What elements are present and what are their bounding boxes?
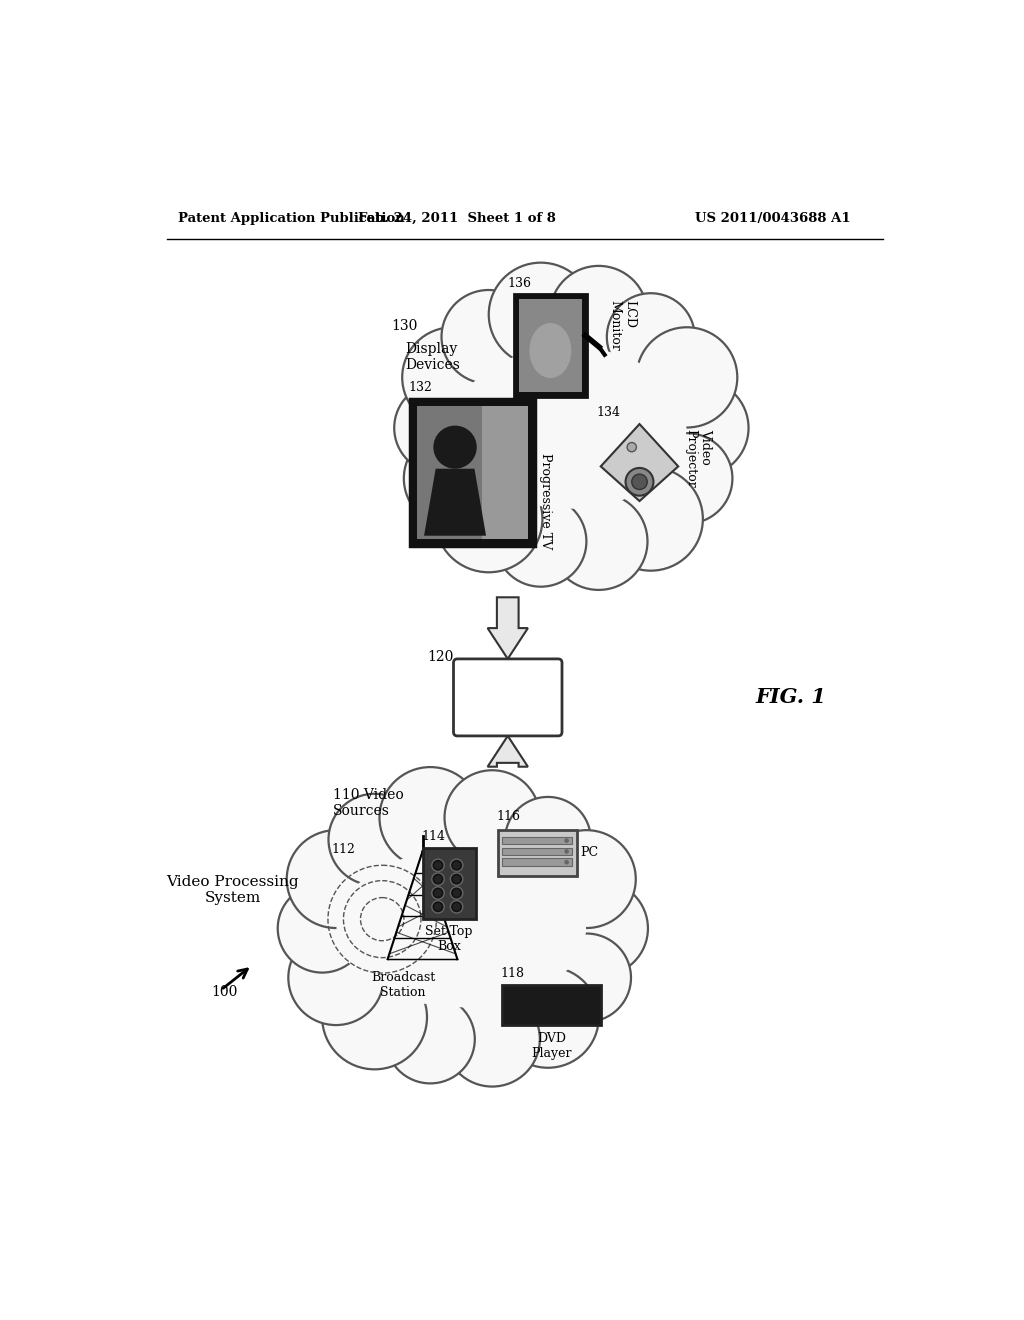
- FancyBboxPatch shape: [482, 405, 528, 539]
- Circle shape: [434, 862, 442, 869]
- Circle shape: [433, 425, 477, 469]
- Text: Feb. 24, 2011  Sheet 1 of 8: Feb. 24, 2011 Sheet 1 of 8: [358, 213, 556, 224]
- Circle shape: [451, 900, 463, 913]
- Text: 116: 116: [496, 810, 520, 824]
- Circle shape: [627, 442, 636, 451]
- Ellipse shape: [440, 339, 699, 517]
- Circle shape: [505, 797, 591, 882]
- Circle shape: [599, 467, 702, 570]
- Circle shape: [441, 290, 536, 384]
- Circle shape: [641, 433, 732, 524]
- Ellipse shape: [453, 347, 686, 508]
- FancyBboxPatch shape: [503, 847, 572, 855]
- Circle shape: [626, 469, 653, 496]
- Text: 132: 132: [409, 381, 432, 395]
- Circle shape: [402, 327, 503, 428]
- Circle shape: [564, 838, 569, 843]
- Ellipse shape: [324, 842, 599, 1015]
- FancyBboxPatch shape: [514, 294, 587, 397]
- Polygon shape: [487, 601, 528, 661]
- FancyBboxPatch shape: [454, 659, 562, 737]
- Ellipse shape: [337, 850, 586, 1007]
- Circle shape: [323, 965, 427, 1069]
- Text: 100: 100: [211, 985, 238, 999]
- Circle shape: [380, 767, 481, 869]
- Polygon shape: [487, 597, 528, 659]
- Circle shape: [651, 379, 749, 477]
- Circle shape: [432, 859, 444, 871]
- Polygon shape: [424, 469, 486, 536]
- Circle shape: [550, 492, 647, 590]
- FancyBboxPatch shape: [503, 985, 601, 1026]
- Circle shape: [488, 263, 593, 366]
- Circle shape: [607, 293, 694, 380]
- Circle shape: [550, 265, 647, 363]
- Text: DVD
Player: DVD Player: [531, 1032, 571, 1060]
- Polygon shape: [487, 737, 528, 767]
- Circle shape: [564, 859, 569, 865]
- Circle shape: [432, 887, 444, 899]
- Text: 112: 112: [332, 843, 355, 857]
- Circle shape: [444, 991, 540, 1086]
- Circle shape: [453, 903, 461, 911]
- Text: Video
Projector: Video Projector: [684, 429, 713, 488]
- Text: 134: 134: [597, 407, 621, 418]
- Circle shape: [403, 430, 502, 527]
- Circle shape: [453, 890, 461, 896]
- Circle shape: [434, 903, 442, 911]
- Circle shape: [451, 887, 463, 899]
- Circle shape: [278, 884, 367, 973]
- Circle shape: [496, 496, 587, 586]
- Text: Broadcast
Station: Broadcast Station: [371, 970, 435, 999]
- Circle shape: [394, 383, 485, 473]
- FancyBboxPatch shape: [503, 858, 572, 866]
- Polygon shape: [601, 424, 678, 502]
- FancyBboxPatch shape: [423, 849, 476, 919]
- Text: Display
Devices: Display Devices: [406, 342, 461, 372]
- Text: FIG. 1: FIG. 1: [756, 688, 826, 708]
- Text: 136: 136: [508, 277, 531, 289]
- FancyBboxPatch shape: [417, 405, 528, 539]
- Text: 118: 118: [500, 966, 524, 979]
- Text: Patent Application Publication: Patent Application Publication: [178, 213, 406, 224]
- Text: Video
Processor: Video Processor: [470, 682, 546, 713]
- Circle shape: [432, 873, 444, 886]
- Text: 114: 114: [421, 829, 445, 842]
- Text: Video Processing
System: Video Processing System: [166, 875, 299, 906]
- FancyBboxPatch shape: [518, 298, 583, 392]
- Text: 110 Video
Sources: 110 Video Sources: [333, 788, 403, 818]
- Circle shape: [497, 966, 599, 1068]
- Circle shape: [453, 875, 461, 883]
- Circle shape: [538, 830, 636, 928]
- Circle shape: [453, 862, 461, 869]
- FancyBboxPatch shape: [503, 837, 572, 845]
- Text: PC: PC: [580, 846, 598, 859]
- Circle shape: [636, 327, 737, 428]
- Circle shape: [329, 793, 421, 886]
- Text: US 2011/0043688 A1: US 2011/0043688 A1: [695, 213, 851, 224]
- Circle shape: [632, 474, 647, 490]
- Circle shape: [444, 771, 540, 865]
- Text: 120: 120: [427, 649, 454, 664]
- Ellipse shape: [529, 323, 571, 378]
- Circle shape: [434, 875, 442, 883]
- Circle shape: [432, 900, 444, 913]
- Circle shape: [287, 830, 385, 928]
- FancyBboxPatch shape: [410, 399, 535, 545]
- Circle shape: [434, 890, 442, 896]
- Circle shape: [289, 931, 384, 1026]
- Circle shape: [451, 859, 463, 871]
- Circle shape: [542, 933, 631, 1022]
- Text: 130: 130: [391, 319, 418, 333]
- FancyBboxPatch shape: [498, 830, 577, 876]
- Circle shape: [553, 880, 648, 975]
- Text: LCD
Monitor: LCD Monitor: [608, 300, 637, 351]
- Text: Set-Top
Box: Set-Top Box: [426, 925, 473, 953]
- Text: Progressive TV: Progressive TV: [539, 453, 552, 549]
- Circle shape: [451, 873, 463, 886]
- Circle shape: [564, 849, 569, 854]
- Circle shape: [386, 995, 475, 1084]
- Circle shape: [435, 466, 543, 573]
